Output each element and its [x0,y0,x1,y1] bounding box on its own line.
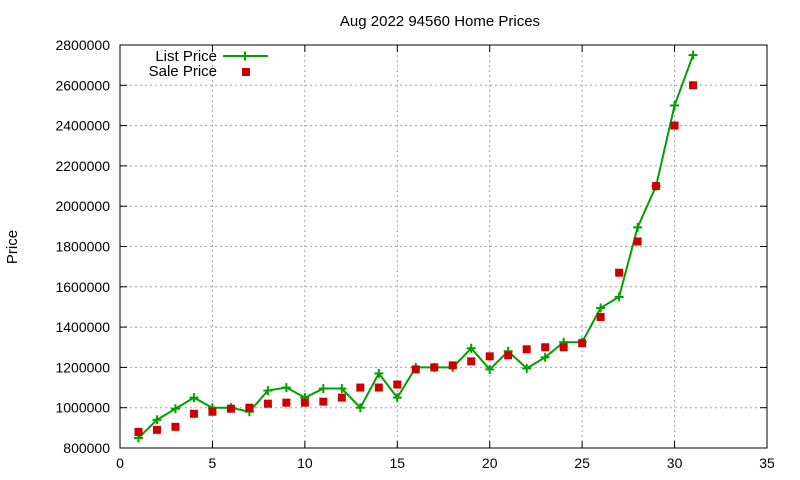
sale-price-point [596,313,605,322]
sale-price-point [134,427,143,436]
list-price-point [189,393,199,403]
list-price-point [281,383,291,393]
sale-price-point [430,363,439,372]
y-tick-label: 1000000 [55,400,110,416]
sale-price-point [615,268,624,277]
sale-price-point [393,380,402,389]
list-price-point [466,343,476,353]
y-tick-label: 2600000 [55,77,110,93]
x-tick-label: 0 [116,455,124,471]
list-price-point [337,384,347,394]
axis-ticks: 0 5 10 15 20 25 30 35 800000 1000000 1200000 140000… [55,37,775,471]
sale-price-point [189,409,198,418]
list-price-point [318,384,328,394]
x-tick-label: 15 [389,455,405,471]
sale-price-point [245,403,254,412]
sale-price-point [171,422,180,431]
x-tick-label: 30 [667,455,683,471]
list-price-point [540,352,550,362]
y-tick-label: 1600000 [55,279,110,295]
legend: List Price Sale Price [149,48,268,80]
legend-swatch-sale-price [242,68,250,76]
sale-price-point [356,383,365,392]
sale-price-point [282,398,291,407]
sale-price-point [633,237,642,246]
sale-price-point [300,398,309,407]
list-price-point [522,363,532,373]
list-price-point [170,404,180,414]
legend-label-list-price: List Price [155,48,217,65]
legend-marker-list-price [240,51,250,61]
sale-price-point [652,182,661,191]
list-price-point [633,222,643,232]
y-tick-label: 1800000 [55,239,110,255]
y-tick-label: 2800000 [55,37,110,53]
y-tick-label: 2400000 [55,118,110,134]
series-sale-price [134,81,698,436]
x-tick-label: 35 [759,455,775,471]
list-price-point [614,292,624,302]
list-price-point [263,386,273,396]
y-tick-label: 1400000 [55,319,110,335]
list-price-point [392,393,402,403]
legend-swatches [223,51,268,76]
list-price-point [374,368,384,378]
sale-price-point [226,404,235,413]
list-price-point [596,303,606,313]
sale-price-point [578,339,587,348]
grid [120,45,767,448]
y-tick-label: 1200000 [55,359,110,375]
list-price-point [688,50,698,60]
sale-price-point [374,383,383,392]
sale-price-point [504,351,513,360]
list-price-point [670,100,680,110]
sale-price-point [467,357,476,366]
sale-price-point [485,352,494,361]
sale-price-point [522,345,531,354]
sale-price-point [541,343,550,352]
series-layer [133,50,698,443]
sale-price-point [337,393,346,402]
y-tick-label: 2200000 [55,158,110,174]
chart-title: Aug 2022 94560 Home Prices [340,13,540,30]
sale-price-point [559,343,568,352]
sale-price-point [208,407,217,416]
y-axis-label: Price [4,230,21,264]
list-price-point [355,403,365,413]
sale-price-point [689,81,698,90]
list-price-point [152,415,162,425]
sale-price-point [319,397,328,406]
x-tick-label: 5 [209,455,217,471]
x-tick-label: 25 [574,455,590,471]
y-tick-label: 2000000 [55,198,110,214]
list-price-point [485,364,495,374]
sale-price-point [152,425,161,434]
y-tick-label: 800000 [63,440,110,456]
sale-price-point [670,121,679,130]
sale-price-point [411,365,420,374]
sale-price-point [263,399,272,408]
x-tick-label: 20 [482,455,498,471]
sale-price-point [448,361,457,370]
legend-label-sale-price: Sale Price [149,63,217,80]
x-tick-label: 10 [297,455,313,471]
